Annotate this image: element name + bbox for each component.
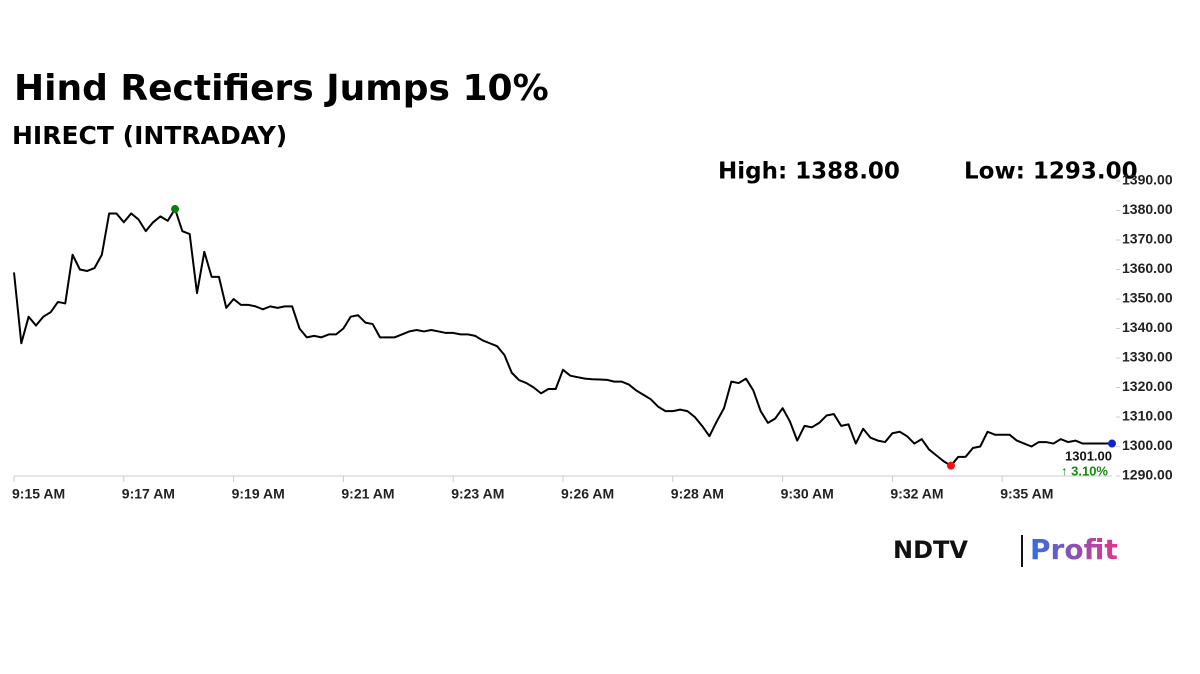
chart-subtitle: HIRECT (INTRADAY) [12, 121, 287, 150]
high-annotation: High: 1388.00 [718, 159, 900, 185]
last-price-label: 1301.00 [1065, 448, 1112, 463]
y-tick-label: 1310.00 [1122, 408, 1173, 424]
x-tick-label: 9:17 AM [122, 486, 175, 502]
max-marker [171, 205, 180, 214]
logo-left: NDTV [893, 536, 968, 564]
x-tick-label: 9:28 AM [671, 486, 724, 502]
x-tick-label: 9:19 AM [232, 486, 285, 502]
y-tick-label: 1360.00 [1122, 260, 1173, 276]
y-tick-label: 1290.00 [1122, 467, 1173, 483]
x-tick-label: 9:21 AM [341, 486, 394, 502]
y-tick-label: 1320.00 [1122, 378, 1173, 394]
x-tick-label: 9:35 AM [1000, 486, 1053, 502]
change-label: ↑ 3.10% [1061, 463, 1108, 478]
y-tick-label: 1350.00 [1122, 290, 1173, 306]
logo-right: Profit [1030, 533, 1118, 566]
last-marker [1108, 439, 1116, 448]
x-tick-label: 9:32 AM [890, 486, 943, 502]
low-annotation: Low: 1293.00 [964, 159, 1138, 185]
y-tick-label: 1300.00 [1122, 437, 1173, 453]
x-tick-label: 9:26 AM [561, 486, 614, 502]
y-tick-label: 1340.00 [1122, 319, 1173, 335]
y-tick-label: 1390.00 [1122, 172, 1173, 188]
x-tick-label: 9:15 AM [12, 486, 65, 502]
price-line [13, 208, 1112, 467]
y-tick-label: 1380.00 [1122, 201, 1173, 217]
chart-title: Hind Rectifiers Jumps 10% [14, 68, 549, 109]
x-tick-label: 9:23 AM [451, 486, 504, 502]
x-tick-label: 9:30 AM [781, 486, 834, 502]
y-tick-label: 1370.00 [1122, 231, 1173, 247]
min-marker [946, 461, 955, 470]
y-tick-label: 1330.00 [1122, 349, 1173, 365]
